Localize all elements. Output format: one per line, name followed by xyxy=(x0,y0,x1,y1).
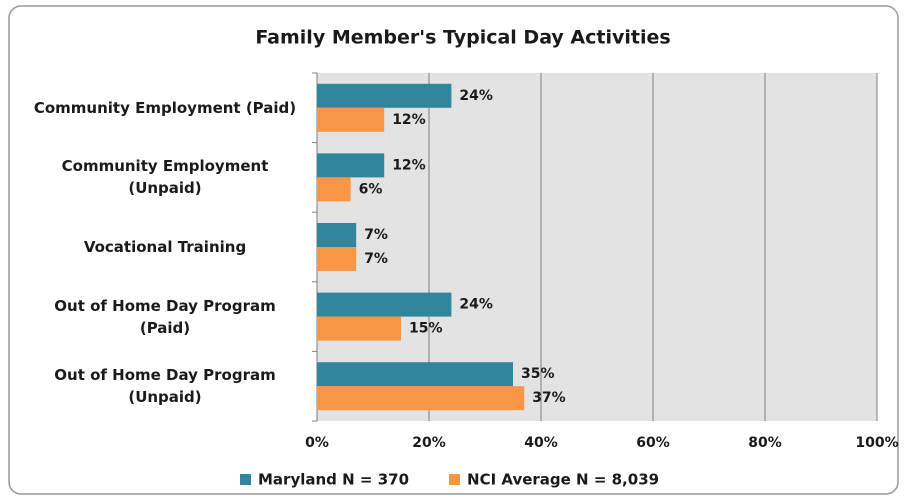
x-tick-label: 100% xyxy=(855,435,898,451)
data-label: 12% xyxy=(392,112,426,128)
bar xyxy=(317,292,452,317)
bar xyxy=(317,386,525,411)
y-tick-label: Vocational Training xyxy=(83,238,247,256)
data-label: 7% xyxy=(364,251,388,267)
bar xyxy=(317,316,401,341)
y-tick-label: Out of Home Day Program (Unpaid) xyxy=(54,366,276,407)
x-tick-label: 60% xyxy=(636,435,670,451)
bar xyxy=(317,247,357,271)
bar xyxy=(317,107,385,132)
data-label: 12% xyxy=(392,157,426,173)
data-label: 37% xyxy=(532,390,566,406)
legend-label: NCI Average N = 8,039 xyxy=(467,471,659,489)
bar xyxy=(317,153,385,178)
legend-swatch xyxy=(449,474,461,485)
x-tick-label: 0% xyxy=(305,435,329,451)
legend-label: Maryland N = 370 xyxy=(258,471,409,489)
data-label: 7% xyxy=(364,227,388,243)
bar xyxy=(317,83,452,108)
data-label: 6% xyxy=(359,181,383,197)
bar xyxy=(317,362,513,387)
data-label: 35% xyxy=(521,366,555,382)
bar xyxy=(317,177,351,202)
data-label: 15% xyxy=(409,321,443,337)
bar xyxy=(317,223,357,247)
x-tick-label: 80% xyxy=(748,435,782,451)
x-tick-label: 40% xyxy=(524,435,558,451)
y-tick-label: Out of Home Day Program (Paid) xyxy=(54,296,276,337)
x-tick-label: 20% xyxy=(412,435,446,451)
chart-title: Family Member's Typical Day Activities xyxy=(255,27,670,49)
legend-swatch xyxy=(240,474,251,485)
data-label: 24% xyxy=(459,297,493,313)
y-tick-label: Community Employment (Paid) xyxy=(33,98,297,117)
data-label: 24% xyxy=(459,88,493,104)
y-tick-label: Community Employment (Unpaid) xyxy=(61,157,269,198)
